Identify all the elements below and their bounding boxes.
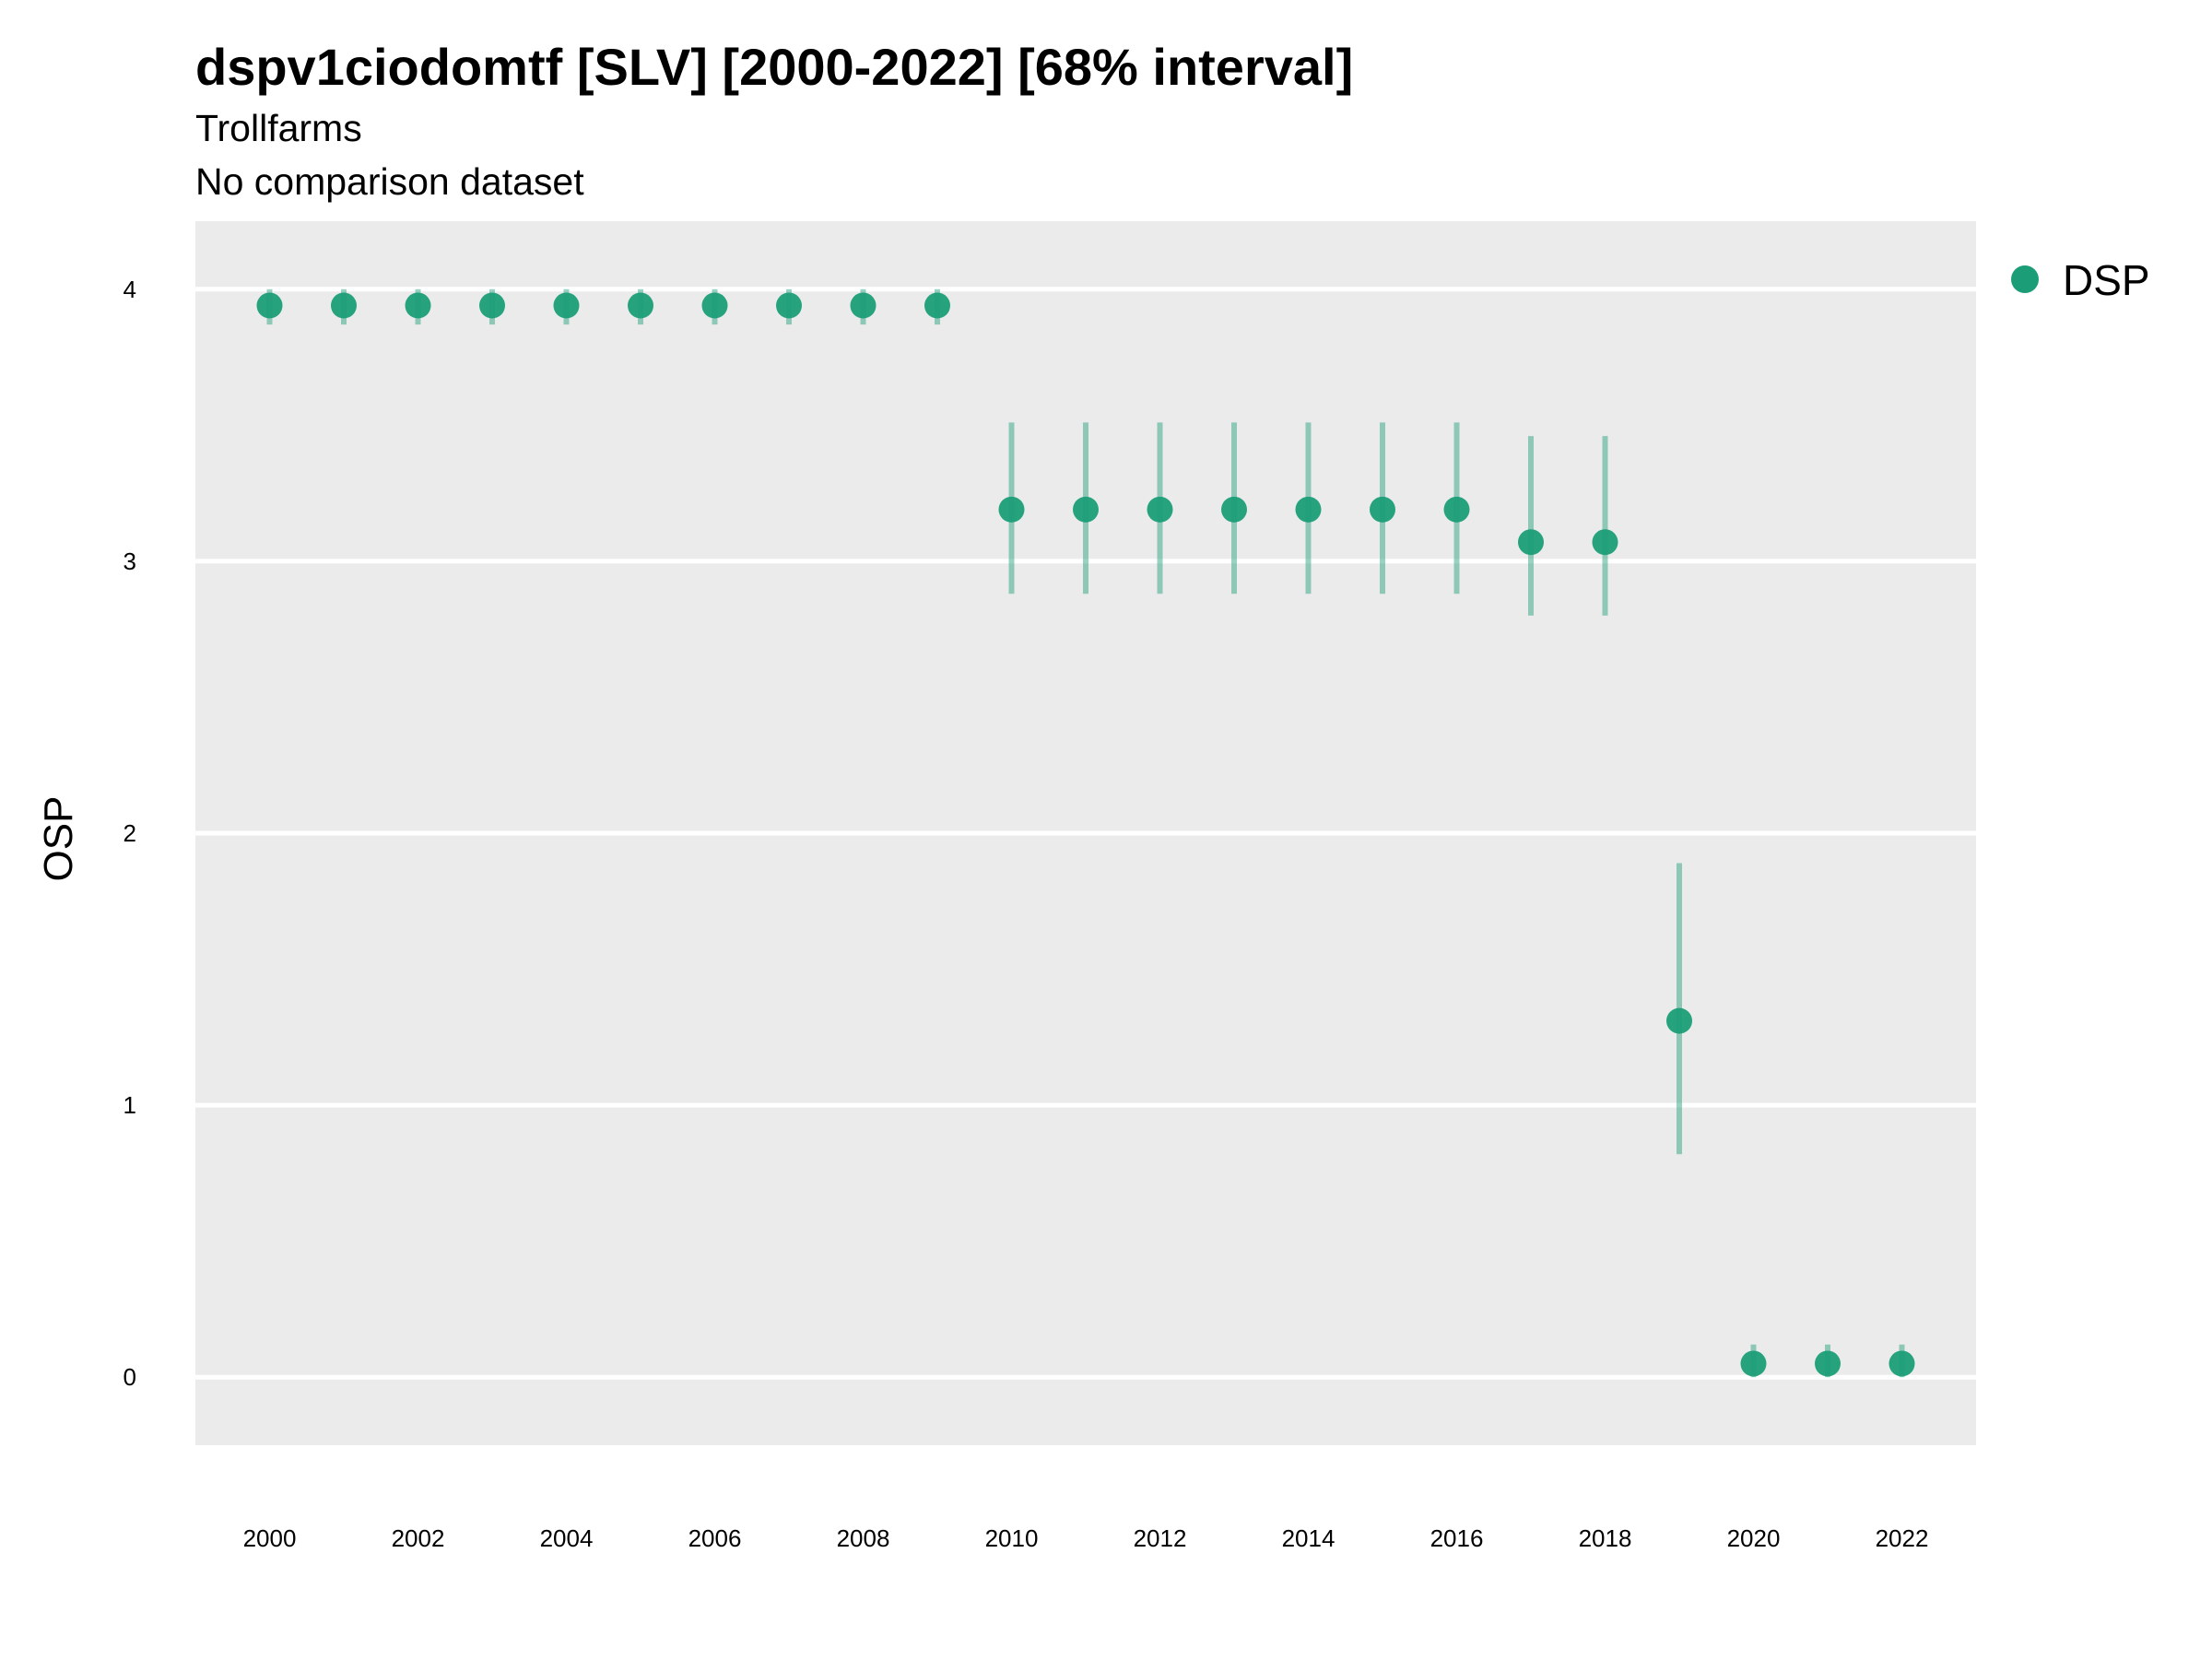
data-points	[256, 292, 1915, 1377]
data-point-2021	[1815, 1350, 1841, 1377]
data-point-2008	[850, 292, 877, 319]
x-tick-label-2010: 2010	[985, 1524, 1039, 1552]
y-tick-label-2: 2	[124, 819, 136, 847]
y-axis-title: OSP	[36, 796, 81, 882]
x-tick-label-2002: 2002	[392, 1524, 445, 1552]
y-tick-labels: 0 1 2 3 4	[124, 276, 136, 1391]
data-point-2017	[1518, 529, 1544, 556]
x-tick-labels: 2000 2002 2004 2006 2008 2010 2012 2014 2016 2018…	[243, 1524, 1929, 1552]
data-point-2011	[1073, 496, 1099, 523]
data-point-2006	[701, 292, 728, 319]
chart-caption: No comparison dataset	[195, 160, 584, 203]
x-tick-label-2020: 2020	[1727, 1524, 1781, 1552]
y-tick-label-1: 1	[124, 1091, 136, 1119]
legend-key-dsp	[2011, 265, 2039, 293]
legend-label-dsp: DSP	[2063, 256, 2150, 304]
data-point-2005	[628, 292, 653, 319]
x-tick-label-2000: 2000	[243, 1524, 297, 1552]
data-point-2001	[331, 292, 357, 319]
x-tick-label-2016: 2016	[1430, 1524, 1484, 1552]
grid-lines	[195, 287, 1976, 1380]
data-point-2000	[256, 292, 283, 319]
data-point-2016	[1443, 496, 1470, 523]
data-point-2014	[1295, 496, 1322, 523]
data-point-2019	[1666, 1007, 1692, 1034]
legend: DSP	[2011, 256, 2150, 304]
x-tick-label-2018: 2018	[1579, 1524, 1632, 1552]
x-tick-label-2004: 2004	[540, 1524, 594, 1552]
data-point-2002	[405, 292, 431, 319]
chart-title: dspv1ciodomtf [SLV] [2000-2022] [68% int…	[195, 38, 1354, 96]
x-tick-label-2014: 2014	[1282, 1524, 1335, 1552]
data-point-2003	[479, 292, 505, 319]
data-point-2015	[1370, 496, 1395, 523]
y-tick-label-3: 3	[124, 547, 136, 575]
data-point-2013	[1221, 496, 1247, 523]
x-tick-label-2012: 2012	[1134, 1524, 1187, 1552]
data-point-2020	[1740, 1350, 1767, 1377]
data-point-2007	[776, 292, 802, 319]
x-tick-label-2008: 2008	[837, 1524, 890, 1552]
data-point-2010	[998, 496, 1025, 523]
x-tick-label-2022: 2022	[1876, 1524, 1929, 1552]
x-tick-label-2006: 2006	[688, 1524, 742, 1552]
chart-subtitle: Trollfarms	[195, 107, 362, 149]
y-tick-label-0: 0	[124, 1363, 136, 1391]
data-point-2018	[1592, 529, 1618, 556]
data-point-2004	[553, 292, 580, 319]
y-tick-label-4: 4	[124, 276, 136, 303]
data-point-2009	[924, 292, 950, 319]
data-point-2012	[1147, 496, 1173, 523]
data-point-2022	[1888, 1350, 1915, 1377]
